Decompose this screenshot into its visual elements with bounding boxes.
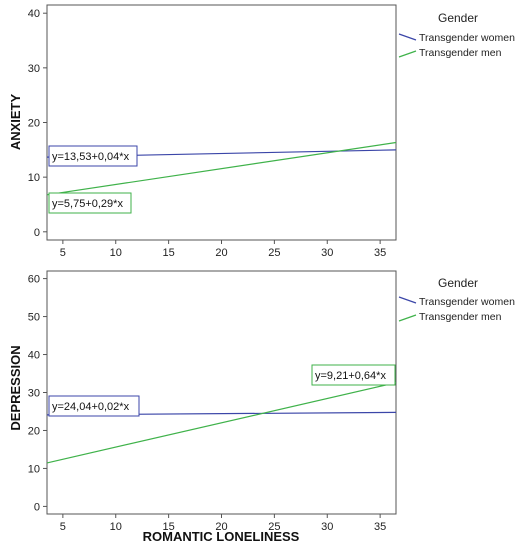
depression-y-tick-label: 20 (28, 425, 40, 437)
depression-y-tick-label: 60 (28, 274, 40, 286)
x-axis-title: ROMANTIC LONELINESS (143, 529, 300, 544)
anxiety-legend-swatch-women (398, 33, 417, 41)
anxiety-equation-men-box (48, 192, 132, 214)
anxiety-equation-women: y=13,53+0,04*x (48, 145, 138, 167)
depression-y-tick-label: 40 (28, 350, 40, 362)
anxiety-x-tick-label: 25 (268, 247, 280, 259)
anxiety-y-axis-title: ANXIETY (8, 94, 23, 151)
depression-plot-frame (46, 270, 397, 515)
depression-equation-women-box (48, 395, 140, 417)
depression-line-transgender-men (46, 382, 397, 464)
anxiety-equation-women-text: y=13,53+0,04*x (52, 151, 130, 163)
anxiety-legend-title: Gender (438, 11, 478, 25)
depression-x-tick-label: 15 (162, 521, 174, 533)
depression-equation-men-box (311, 364, 396, 386)
anxiety-legend-swatch-men (398, 50, 417, 58)
anxiety-y-tick-label: 10 (28, 172, 40, 184)
anxiety-x-tick-label: 35 (374, 247, 386, 259)
depression-legend-title: Gender (438, 276, 478, 290)
anxiety-legend-label-women: Transgender women (419, 32, 515, 44)
depression-y-tick-label: 50 (28, 312, 40, 324)
anxiety-y-tick-label: 30 (28, 63, 40, 75)
anxiety-equation-men-text: y=5,75+0,29*x (52, 198, 123, 210)
anxiety-panel: 0 10 20 30 40 5 10 15 20 25 30 35 ANXIETY y=13,53+… (8, 4, 515, 259)
depression-x-tick-label: 30 (321, 521, 333, 533)
depression-y-axis-title: DEPRESSION (8, 345, 23, 430)
anxiety-x-tick-label: 5 (60, 247, 66, 259)
depression-panel: 0 10 20 30 40 50 60 5 10 15 20 25 30 35 DEPRESSION R… (8, 270, 515, 544)
depression-legend-label-men: Transgender men (419, 311, 502, 323)
anxiety-equation-men: y=5,75+0,29*x (48, 192, 132, 214)
depression-equation-men-text: y=9,21+0,64*x (315, 370, 386, 382)
depression-x-tick-label: 20 (215, 521, 227, 533)
depression-y-ticks: 0 10 20 30 40 50 60 (28, 274, 47, 513)
anxiety-legend: Gender Transgender women Transgender men (398, 11, 515, 59)
depression-x-ticks: 5 10 15 20 25 30 35 (60, 514, 386, 533)
anxiety-y-ticks: 0 10 20 30 40 (28, 8, 47, 239)
anxiety-line-transgender-men (46, 141, 397, 196)
anxiety-x-tick-label: 10 (110, 247, 122, 259)
depression-x-tick-label: 25 (268, 521, 280, 533)
anxiety-y-tick-label: 40 (28, 8, 40, 20)
anxiety-x-ticks: 5 10 15 20 25 30 35 (60, 240, 386, 259)
depression-legend: Gender Transgender women Transgender men (398, 276, 515, 323)
depression-equation-women: y=24,04+0,02*x (48, 395, 140, 417)
anxiety-y-tick-label: 0 (34, 227, 40, 239)
depression-legend-swatch-men (398, 314, 417, 322)
depression-y-tick-label: 0 (34, 501, 40, 513)
depression-x-tick-label: 5 (60, 521, 66, 533)
anxiety-x-tick-label: 15 (162, 247, 174, 259)
anxiety-x-tick-label: 30 (321, 247, 333, 259)
anxiety-x-tick-label: 20 (215, 247, 227, 259)
depression-legend-label-women: Transgender women (419, 296, 515, 308)
depression-legend-swatch-women (398, 296, 417, 304)
depression-y-tick-label: 10 (28, 463, 40, 475)
depression-x-tick-label: 35 (374, 521, 386, 533)
depression-equation-men: y=9,21+0,64*x (311, 364, 396, 386)
depression-x-tick-label: 10 (110, 521, 122, 533)
depression-y-tick-label: 30 (28, 388, 40, 400)
anxiety-legend-label-men: Transgender men (419, 47, 502, 59)
anxiety-y-tick-label: 20 (28, 118, 40, 130)
anxiety-equation-women-box (48, 145, 138, 167)
depression-equation-women-text: y=24,04+0,02*x (52, 401, 130, 413)
